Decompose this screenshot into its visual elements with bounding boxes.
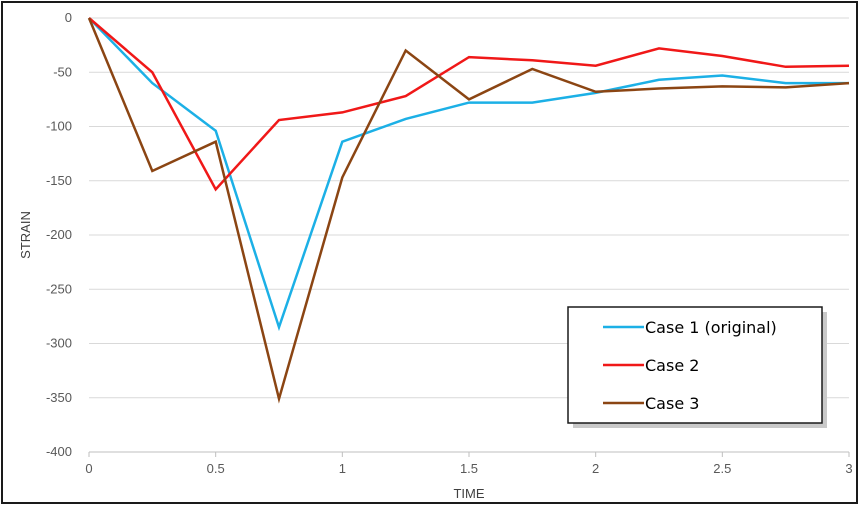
y-axis-ticks: 0 -50 -100 -150 -200 -250 -300 -350 -400 bbox=[46, 10, 72, 459]
y-tick-label: 0 bbox=[65, 10, 72, 25]
y-tick-label: -100 bbox=[46, 119, 72, 134]
y-tick-label: -250 bbox=[46, 281, 72, 296]
x-tick-label: 1.5 bbox=[460, 461, 478, 476]
x-tick-label: 2 bbox=[592, 461, 599, 476]
x-axis-title: TIME bbox=[453, 486, 484, 501]
x-axis-ticks: 0 0.5 1 1.5 2 2.5 3 bbox=[85, 452, 853, 476]
series-lines bbox=[87, 17, 850, 404]
x-tick-label: 0.5 bbox=[207, 461, 225, 476]
x-tick-label: 1 bbox=[339, 461, 346, 476]
x-tick-label: 2.5 bbox=[713, 461, 731, 476]
y-tick-label: -150 bbox=[46, 173, 72, 188]
legend: Case 1 (original) Case 2 Case 3 bbox=[567, 306, 827, 428]
y-tick-label: -350 bbox=[46, 390, 72, 405]
y-tick-label: -300 bbox=[46, 336, 72, 351]
y-tick-label: -200 bbox=[46, 227, 72, 242]
legend-label-case-3: Case 3 bbox=[645, 394, 699, 413]
x-tick-label: 0 bbox=[85, 461, 92, 476]
legend-label-case-1: Case 1 (original) bbox=[645, 318, 777, 337]
y-tick-label: -400 bbox=[46, 444, 72, 459]
legend-label-case-2: Case 2 bbox=[645, 356, 699, 375]
series-line-case-1 bbox=[88, 17, 849, 332]
x-tick-label: 3 bbox=[845, 461, 852, 476]
series-line-case-3 bbox=[87, 17, 850, 404]
series-line-case-2 bbox=[88, 17, 850, 192]
y-tick-label: -50 bbox=[53, 64, 72, 79]
y-axis-title: STRAIN bbox=[18, 211, 33, 259]
